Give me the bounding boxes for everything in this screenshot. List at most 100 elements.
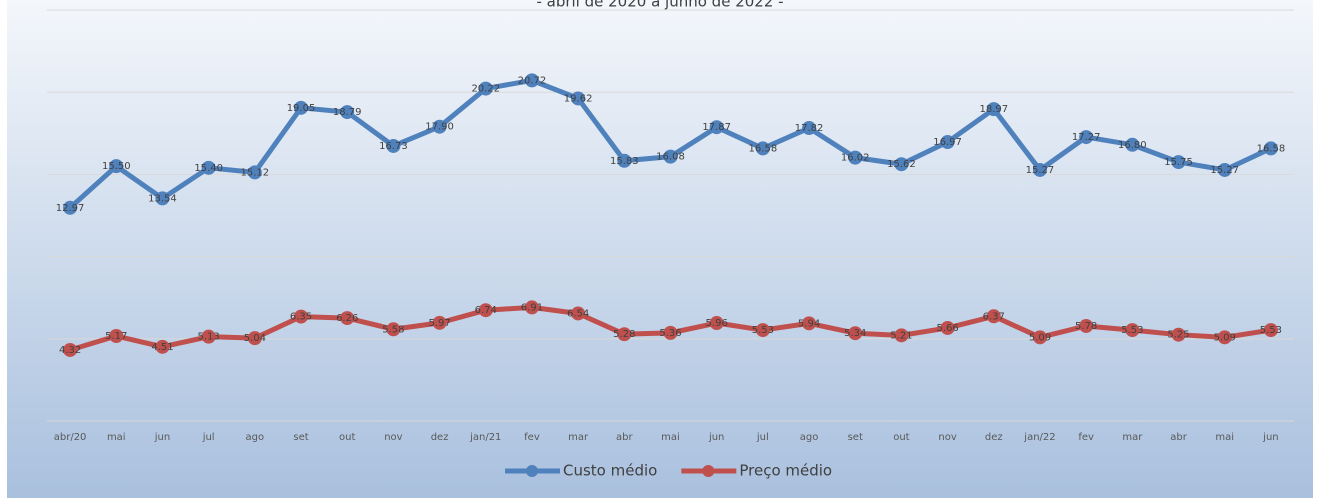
data-label: 12.97	[56, 203, 85, 214]
data-point	[386, 322, 401, 337]
data-label: 6.74	[475, 305, 497, 316]
data-label: 6.26	[336, 313, 358, 324]
x-tick-label: jul	[756, 432, 769, 443]
data-point	[571, 91, 586, 106]
data-label: 18.97	[979, 104, 1008, 115]
data-point	[709, 120, 724, 135]
data-label: 13.54	[148, 193, 177, 204]
data-point	[109, 159, 124, 174]
x-tick-label: ago	[246, 432, 265, 443]
data-label: 17.87	[702, 122, 731, 133]
data-point	[1032, 330, 1047, 345]
data-label: 5.66	[936, 323, 958, 334]
data-label: 5.58	[382, 324, 404, 335]
data-label: 16.58	[749, 143, 778, 154]
data-label: 16.08	[656, 152, 685, 163]
data-point	[894, 157, 909, 172]
data-point	[1079, 318, 1094, 333]
data-label: 5.28	[613, 329, 635, 340]
data-point	[802, 316, 817, 331]
data-label: 5.36	[659, 328, 681, 339]
data-point	[1217, 162, 1232, 177]
x-tick-label: jun	[1262, 432, 1278, 443]
data-label: 16.97	[933, 137, 962, 148]
x-tick-label: set	[848, 432, 863, 443]
data-label: 19.05	[287, 103, 316, 114]
data-point	[294, 309, 309, 324]
data-label: 5.34	[844, 328, 866, 339]
chart-background	[7, 0, 1313, 498]
data-point	[432, 315, 447, 330]
data-point	[340, 311, 355, 326]
data-label: 5.21	[890, 330, 912, 341]
data-point	[1263, 141, 1278, 156]
x-tick-label: set	[293, 432, 308, 443]
data-label: 17.90	[425, 122, 454, 133]
data-point	[1263, 323, 1278, 338]
data-label: 5.25	[1167, 330, 1189, 341]
data-point	[755, 141, 770, 156]
data-label: 15.83	[610, 156, 639, 167]
data-label: 6.35	[290, 312, 312, 323]
x-tick-label: abr/20	[54, 432, 87, 443]
data-point	[802, 121, 817, 136]
data-label: 5.53	[1260, 325, 1282, 336]
legend-marker	[526, 465, 538, 477]
x-tick-label: fev	[524, 432, 540, 443]
data-point	[617, 153, 632, 168]
data-label: 5.09	[1029, 332, 1051, 343]
x-tick-label: mai	[107, 432, 126, 443]
x-tick-label: jan/22	[1023, 432, 1055, 443]
x-tick-label: dez	[431, 432, 449, 443]
data-label: 17.27	[1072, 132, 1101, 143]
data-point	[1032, 162, 1047, 177]
data-point	[848, 150, 863, 165]
data-label: 15.50	[102, 161, 131, 172]
data-label: 5.17	[105, 331, 127, 342]
data-label: 5.53	[752, 325, 774, 336]
data-label: 5.13	[198, 332, 220, 343]
data-point	[617, 327, 632, 342]
x-tick-label: mai	[1215, 432, 1234, 443]
data-label: 16.02	[841, 153, 870, 164]
data-point	[386, 138, 401, 153]
data-point	[63, 200, 78, 215]
data-point	[524, 73, 539, 88]
data-point	[848, 326, 863, 341]
data-point	[1217, 330, 1232, 345]
x-tick-label: out	[893, 432, 909, 443]
data-label: 5.04	[244, 333, 266, 344]
data-point	[247, 331, 262, 346]
x-tick-label: ago	[800, 432, 819, 443]
data-label: 17.82	[795, 123, 824, 134]
data-point	[63, 342, 78, 357]
data-point	[986, 309, 1001, 324]
data-label: 20.22	[471, 84, 500, 95]
data-point	[247, 165, 262, 180]
chart-subtitle: - abril de 2020 a junho de 2022 -	[536, 0, 783, 11]
data-label: 5.53	[1121, 325, 1143, 336]
data-point	[940, 320, 955, 335]
x-tick-label: abr	[616, 432, 633, 443]
data-point	[155, 191, 170, 206]
data-point	[1079, 130, 1094, 145]
data-label: 16.58	[1257, 143, 1286, 154]
x-tick-label: jun	[154, 432, 170, 443]
data-label: 15.62	[887, 159, 916, 170]
data-point	[294, 100, 309, 115]
x-tick-label: mai	[661, 432, 680, 443]
legend-label: Custo médio	[563, 462, 657, 480]
x-tick-label: nov	[384, 432, 402, 443]
data-point	[478, 81, 493, 96]
data-label: 16.80	[1118, 140, 1147, 151]
x-tick-label: out	[339, 432, 355, 443]
data-label: 15.27	[1210, 165, 1239, 176]
data-point	[109, 329, 124, 344]
x-tick-label: mar	[1122, 432, 1143, 443]
x-tick-label: dez	[985, 432, 1003, 443]
data-label: 5.96	[706, 318, 728, 329]
data-point	[201, 160, 216, 175]
data-label: 15.75	[1164, 157, 1193, 168]
data-point	[571, 306, 586, 321]
